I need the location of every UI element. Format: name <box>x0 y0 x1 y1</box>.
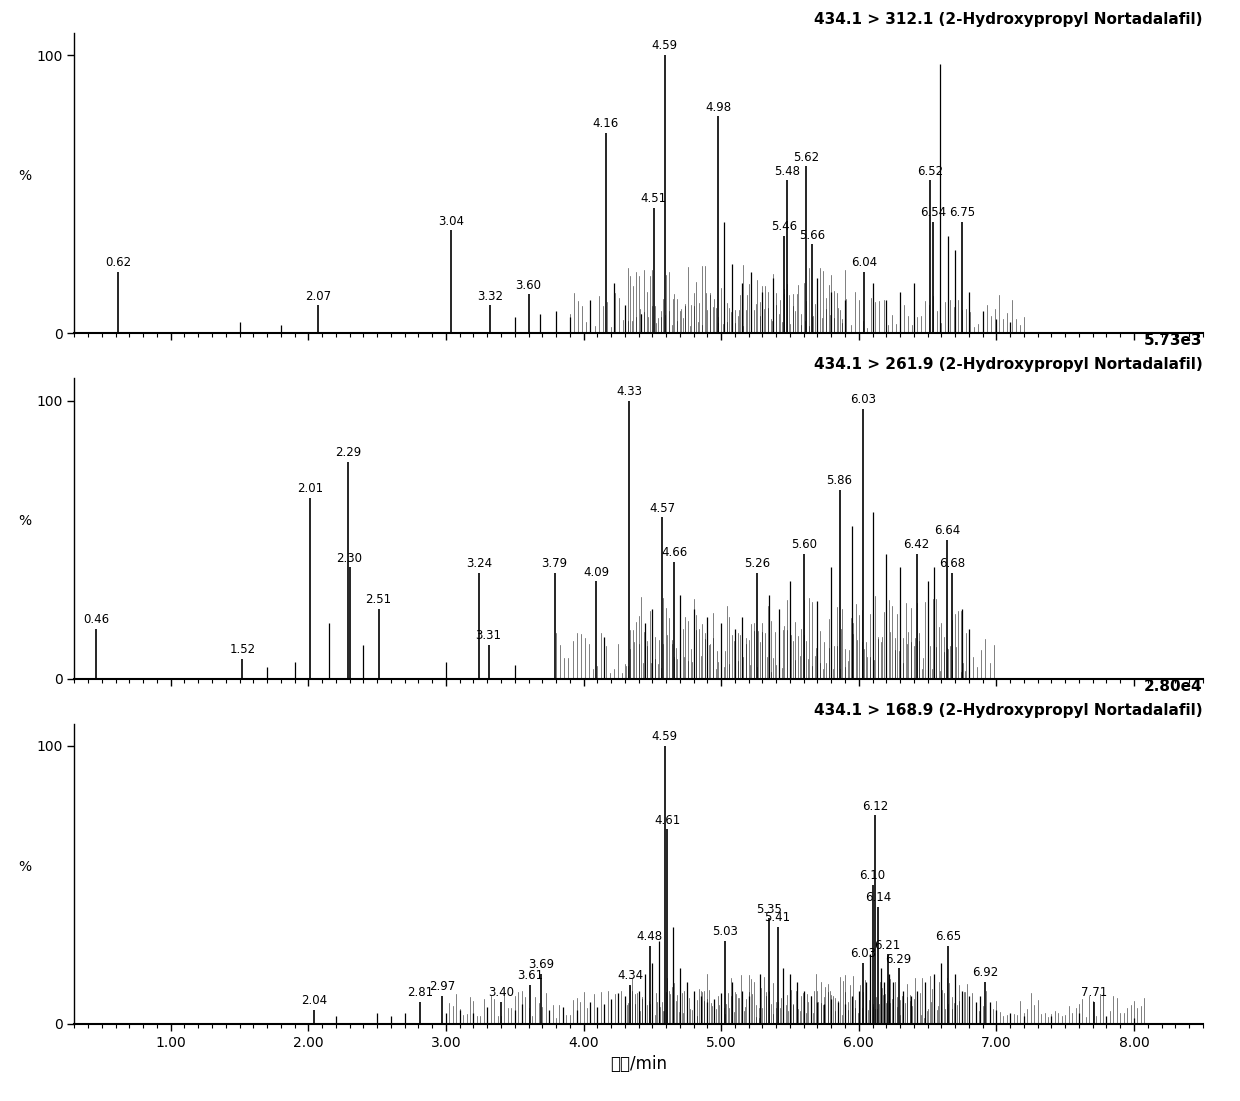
Text: 5.66: 5.66 <box>799 229 825 241</box>
Text: 6.54: 6.54 <box>920 206 946 219</box>
Text: 4.59: 4.59 <box>652 730 678 743</box>
Text: 3.40: 3.40 <box>489 985 515 999</box>
Text: 6.21: 6.21 <box>874 939 900 951</box>
Text: 4.34: 4.34 <box>618 969 644 982</box>
Text: 3.79: 3.79 <box>542 557 568 570</box>
Text: 6.92: 6.92 <box>972 967 998 980</box>
Text: 5.46: 5.46 <box>771 220 797 233</box>
Text: 434.1 > 312.1 (2-Hydroxypropyl Nortadalafil): 434.1 > 312.1 (2-Hydroxypropyl Nortadala… <box>815 12 1203 28</box>
Text: 3.24: 3.24 <box>466 557 492 570</box>
Text: 3.31: 3.31 <box>476 630 502 643</box>
Text: 4.33: 4.33 <box>616 385 642 397</box>
Y-axis label: %: % <box>19 170 32 183</box>
Text: 6.65: 6.65 <box>935 930 961 944</box>
Text: 5.48: 5.48 <box>774 165 800 177</box>
Text: 6.03: 6.03 <box>849 947 875 960</box>
Text: 2.07: 2.07 <box>305 290 331 303</box>
Text: 2.80e4: 2.80e4 <box>1145 678 1203 694</box>
Text: 4.16: 4.16 <box>593 118 619 130</box>
Text: 6.29: 6.29 <box>885 952 911 966</box>
Y-axis label: %: % <box>19 514 32 528</box>
Text: 2.81: 2.81 <box>407 985 433 999</box>
Text: 5.03: 5.03 <box>712 925 738 938</box>
Text: 2.29: 2.29 <box>335 446 361 459</box>
Text: 434.1 > 261.9 (2-Hydroxypropyl Nortadalafil): 434.1 > 261.9 (2-Hydroxypropyl Nortadala… <box>813 358 1203 372</box>
Y-axis label: %: % <box>19 860 32 874</box>
Text: 6.52: 6.52 <box>918 165 944 177</box>
Text: 6.75: 6.75 <box>949 206 975 219</box>
Text: 4.59: 4.59 <box>652 40 678 53</box>
Text: 6.03: 6.03 <box>849 393 875 406</box>
Text: 4.48: 4.48 <box>636 930 662 944</box>
Text: 2.04: 2.04 <box>301 994 327 1007</box>
Text: 2.51: 2.51 <box>366 593 392 607</box>
Text: 6.04: 6.04 <box>851 257 878 270</box>
Text: 6.10: 6.10 <box>859 869 885 882</box>
Text: 5.86: 5.86 <box>827 473 853 487</box>
Text: 6.68: 6.68 <box>939 557 966 570</box>
Text: 4.57: 4.57 <box>649 502 675 514</box>
Text: 4.09: 4.09 <box>583 566 609 578</box>
Text: 4.98: 4.98 <box>706 100 732 113</box>
Text: 1.52: 1.52 <box>229 643 255 656</box>
Text: 2.97: 2.97 <box>429 980 455 993</box>
Text: 3.69: 3.69 <box>528 958 554 971</box>
Text: 2.30: 2.30 <box>336 552 362 565</box>
Text: 434.1 > 168.9 (2-Hydroxypropyl Nortadalafil): 434.1 > 168.9 (2-Hydroxypropyl Nortadala… <box>815 702 1203 718</box>
Text: 3.61: 3.61 <box>517 969 543 982</box>
Text: 0.46: 0.46 <box>83 613 109 625</box>
Text: 6.64: 6.64 <box>934 524 960 537</box>
X-axis label: 时间/min: 时间/min <box>610 1055 667 1073</box>
Text: 3.04: 3.04 <box>439 215 465 228</box>
Text: 6.14: 6.14 <box>866 892 892 904</box>
Text: 4.51: 4.51 <box>641 193 667 206</box>
Text: 4.66: 4.66 <box>661 546 687 559</box>
Text: 0.62: 0.62 <box>105 257 131 270</box>
Text: 5.41: 5.41 <box>765 911 791 924</box>
Text: 2.01: 2.01 <box>296 482 322 495</box>
Text: 5.35: 5.35 <box>756 903 782 916</box>
Text: 7.71: 7.71 <box>1081 985 1107 999</box>
Text: 5.62: 5.62 <box>794 151 820 164</box>
Text: 3.32: 3.32 <box>477 290 503 303</box>
Text: 5.73e3: 5.73e3 <box>1145 334 1203 348</box>
Text: 6.12: 6.12 <box>862 799 888 813</box>
Text: 5.60: 5.60 <box>791 537 817 550</box>
Text: 3.60: 3.60 <box>516 279 542 292</box>
Text: 6.42: 6.42 <box>904 537 930 550</box>
Text: 4.69e3: 4.69e3 <box>1145 0 1203 3</box>
Text: 4.61: 4.61 <box>655 814 681 827</box>
Text: 5.26: 5.26 <box>744 557 770 570</box>
